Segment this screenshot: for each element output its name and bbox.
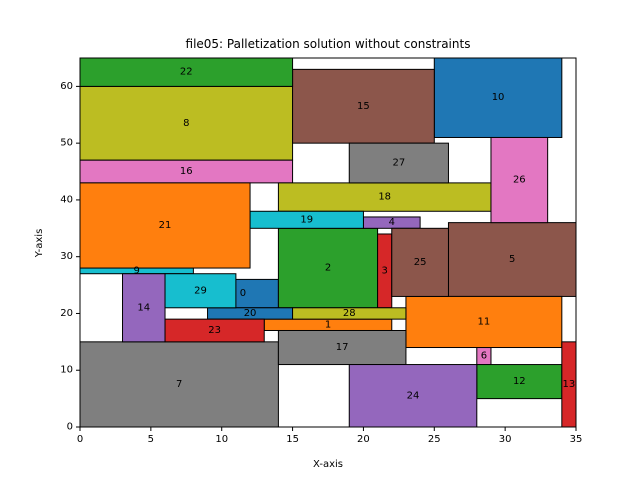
y-axis-ticks: 0 10 20 30 40 50 60 xyxy=(60,81,80,433)
x-tick-label: 10 xyxy=(215,434,228,445)
rect-29 xyxy=(164,273,237,309)
rect-label-14: 14 xyxy=(137,302,150,313)
rect-label-26: 26 xyxy=(513,175,526,186)
rect-label-2: 2 xyxy=(325,263,331,274)
x-tick-label: 20 xyxy=(357,434,370,445)
x-tick-label: 0 xyxy=(77,434,83,445)
rect-27 xyxy=(348,142,449,184)
y-axis-label: Y-axis xyxy=(34,229,45,259)
rectangles-layer xyxy=(79,57,577,428)
x-axis-ticks: 0 5 10 15 20 25 30 35 xyxy=(77,427,583,445)
plot-frame xyxy=(79,57,577,428)
rect-label-9: 9 xyxy=(133,265,139,276)
rect-label-1: 1 xyxy=(325,319,331,330)
rect-label-17: 17 xyxy=(336,342,349,353)
rect-label-23: 23 xyxy=(208,325,221,336)
rect-22 xyxy=(79,57,294,87)
x-tick-label: 35 xyxy=(570,434,583,445)
rect-label-7: 7 xyxy=(176,379,182,390)
rect-label-13: 13 xyxy=(563,379,576,390)
rect-15 xyxy=(292,68,435,144)
rect-label-10: 10 xyxy=(492,92,505,103)
rect-label-8: 8 xyxy=(183,118,189,129)
rect-17 xyxy=(277,329,407,366)
y-tick-label: 0 xyxy=(67,422,73,433)
rect-label-4: 4 xyxy=(389,217,395,228)
rect-label-27: 27 xyxy=(392,158,405,169)
rect-label-20: 20 xyxy=(244,308,257,319)
rect-label-24: 24 xyxy=(407,390,420,401)
rect-label-22: 22 xyxy=(180,67,193,78)
rect-label-12: 12 xyxy=(513,376,526,387)
x-axis-label: X-axis xyxy=(313,459,343,470)
rect-label-16: 16 xyxy=(180,166,193,177)
rect-label-5: 5 xyxy=(509,254,515,265)
y-tick-label: 10 xyxy=(60,365,73,376)
rect-26 xyxy=(490,136,549,224)
x-tick-label: 30 xyxy=(499,434,512,445)
rect-24 xyxy=(348,364,478,428)
rect-label-21: 21 xyxy=(159,220,172,231)
rect-11 xyxy=(405,295,563,349)
rect-23 xyxy=(164,318,265,343)
rect-label-25: 25 xyxy=(414,257,427,268)
y-tick-label: 60 xyxy=(60,81,73,92)
rect-label-6: 6 xyxy=(481,351,487,362)
y-tick-label: 30 xyxy=(60,251,73,262)
rect-label-15: 15 xyxy=(357,101,370,112)
y-tick-label: 20 xyxy=(60,308,73,319)
rect-label-18: 18 xyxy=(378,192,391,203)
rect-25 xyxy=(391,227,449,297)
rect-label-29: 29 xyxy=(194,285,207,296)
y-tick-label: 40 xyxy=(60,194,73,205)
rect-label-0: 0 xyxy=(240,288,246,299)
x-tick-label: 15 xyxy=(286,434,299,445)
chart-title: file05: Palletization solution without c… xyxy=(186,37,471,51)
rect-label-11: 11 xyxy=(478,316,491,327)
rect-label-3: 3 xyxy=(381,265,387,276)
y-tick-label: 50 xyxy=(60,138,73,149)
rect-28 xyxy=(292,307,407,320)
rect-label-19: 19 xyxy=(300,214,313,225)
x-tick-label: 5 xyxy=(148,434,154,445)
x-tick-label: 25 xyxy=(428,434,441,445)
rect-label-28: 28 xyxy=(343,308,356,319)
